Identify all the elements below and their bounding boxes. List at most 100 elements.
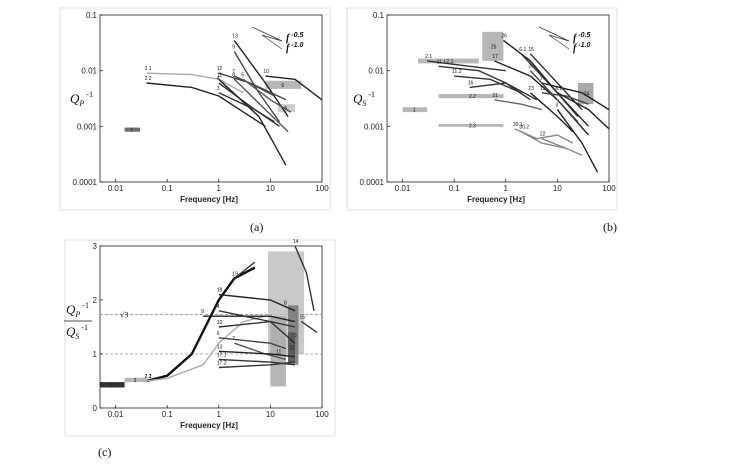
- x-axis-label: Frequency [Hz]: [467, 195, 525, 204]
- x-tick-label: 0.1: [162, 184, 174, 193]
- range-box-label: 1: [413, 108, 416, 114]
- series-line-22: [541, 138, 583, 157]
- series-line-10: [218, 320, 296, 328]
- series-label: 11.1: [437, 59, 447, 65]
- series-line-2.2: [146, 266, 256, 383]
- series-line-15: [301, 321, 318, 333]
- series-label: 15: [528, 47, 534, 53]
- range-box-label: 24: [584, 92, 590, 98]
- series-label: 19: [232, 271, 238, 277]
- series-line-8: [233, 78, 289, 133]
- series-label: 3: [555, 103, 558, 109]
- legend-entry: f -1.0: [286, 42, 303, 54]
- y-tick-label: 1: [93, 350, 98, 359]
- series-line-6: [218, 337, 287, 350]
- range-box-2.3: [438, 124, 504, 127]
- series-label: 4: [217, 304, 220, 310]
- range-box-1: [402, 107, 428, 113]
- series-line-15: [529, 53, 583, 111]
- series-label: 17: [492, 54, 498, 60]
- x-tick-label: 1: [217, 184, 222, 193]
- series-line-7: [541, 82, 610, 111]
- range-box-2.1: [418, 58, 479, 64]
- y-tick-label: 0.0001: [360, 178, 385, 187]
- series-label: 4: [217, 76, 220, 82]
- reference-line-label: √3: [120, 311, 128, 320]
- x-tick-label: 1: [217, 410, 222, 419]
- range-box-label: 2.1: [446, 59, 453, 65]
- series-line-17.1: [218, 358, 296, 366]
- series-label: 23: [528, 86, 534, 92]
- series-label: 11.2: [452, 69, 462, 75]
- series-label: 18: [217, 288, 223, 294]
- x-tick-label: 10: [266, 410, 275, 419]
- series-label: 10: [263, 69, 269, 75]
- range-box-2.2: [438, 94, 504, 99]
- range-box-label: 1: [130, 128, 133, 134]
- series-line-23: [529, 92, 574, 133]
- series-label: 17.2: [217, 361, 227, 367]
- x-tick-label: 0.01: [395, 184, 411, 193]
- series-line-6.2: [557, 92, 610, 130]
- series-line-26: [502, 39, 590, 127]
- range-box-label: 25: [491, 44, 497, 50]
- series-label: 16: [468, 80, 474, 86]
- x-tick-label: 100: [315, 410, 329, 419]
- y-tick-label: 3: [93, 242, 98, 251]
- series-line-2.2: [146, 82, 266, 127]
- series-label: 8: [232, 72, 235, 78]
- series-line-20: [529, 70, 579, 123]
- range-box-3: [124, 377, 147, 383]
- range-box-label: 1: [110, 383, 113, 389]
- series-line-11.2: [454, 75, 522, 94]
- y-tick-label: 0: [93, 404, 98, 413]
- range-box-label: 2.2: [469, 94, 476, 100]
- series-label: 9: [232, 45, 235, 51]
- x-axis-label: Frequency [Hz]: [180, 421, 238, 430]
- series-line-2.1: [427, 60, 506, 72]
- series-label: 21: [492, 93, 498, 99]
- x-tick-label: 0.01: [108, 184, 124, 193]
- x-tick-label: 100: [602, 184, 616, 193]
- series-line-6.1: [520, 53, 579, 117]
- series-label: 30.2: [519, 125, 529, 131]
- series-label: 3: [217, 86, 220, 92]
- series-label: 2.2: [145, 374, 152, 380]
- series-label: 14: [293, 239, 299, 245]
- range-box-1: [124, 127, 141, 132]
- range-box-label: 8: [284, 301, 287, 307]
- series-label: 6.1: [519, 47, 526, 53]
- y-tick-label: 0.1: [373, 11, 385, 20]
- y-tick-label: 0.01: [81, 67, 97, 76]
- range-box-1: [100, 382, 125, 388]
- caption-a: (a): [250, 220, 263, 234]
- series-line-2.1: [146, 72, 244, 94]
- series-label: 11: [217, 72, 222, 78]
- range-box-25: [482, 31, 504, 61]
- series-label: 9: [201, 309, 204, 315]
- x-tick-label: 0.1: [449, 184, 461, 193]
- series-label: 5: [241, 72, 244, 78]
- series-label: 2.1: [145, 374, 152, 380]
- range-box-label: 2.3: [469, 123, 476, 129]
- series-label: 7: [232, 336, 235, 342]
- series-line-3: [556, 109, 599, 173]
- series-line-4: [218, 82, 280, 127]
- series-label: 13: [217, 344, 223, 350]
- series-label: 26: [501, 33, 507, 39]
- legend-entry: f -0.5: [286, 32, 303, 44]
- series-label: 2.1: [145, 66, 152, 72]
- plot-area-a: [99, 14, 323, 183]
- series-line-17.2: [218, 361, 296, 369]
- y-axis-label-numerator: QP -1: [66, 301, 89, 319]
- range-box-label: 6: [281, 83, 284, 89]
- series-label: 15: [299, 315, 305, 321]
- panel-b: 2.1252.212.3242.111.111.2162617156.12123…: [353, 11, 616, 204]
- range-box-11: [270, 316, 286, 387]
- range-box-label: 12: [290, 345, 296, 351]
- legend-entry: f -1.0: [573, 42, 590, 54]
- series-line-10: [265, 75, 323, 101]
- series-label: 13: [540, 86, 546, 92]
- series-line-13: [218, 350, 296, 358]
